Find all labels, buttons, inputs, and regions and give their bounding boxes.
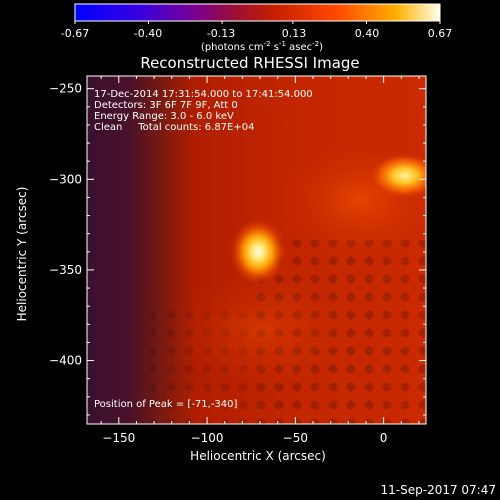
x-tick-label: −100	[191, 431, 224, 445]
colorbar-tick-label: 0.67	[428, 27, 453, 40]
y-tick-label: −250	[49, 82, 82, 96]
y-tick-label: −350	[49, 263, 82, 277]
y-tick-label: −300	[49, 172, 82, 186]
chart-title: Reconstructed RHESSI Image	[140, 54, 359, 72]
heatmap-sources	[229, 153, 426, 286]
annotation-detectors: Detectors: 3F 6F 7F 9F, Att 0	[94, 100, 238, 111]
colorbar-units: (photons cm-2 s-1 asec-2)	[201, 40, 323, 53]
x-tick-label: 0	[380, 431, 388, 445]
heatmap-image	[87, 76, 426, 424]
heatmap-glow-lower	[170, 270, 350, 390]
colorbar-tick-label: 0.40	[355, 27, 380, 40]
colorbar-gradient	[74, 3, 441, 22]
colorbar-tick-label: 0.13	[282, 27, 307, 40]
colorbar-tick-label: -0.67	[61, 27, 89, 40]
footer-timestamp: 11-Sep-2017 07:47	[381, 483, 496, 497]
y-tick-label: −400	[49, 354, 82, 368]
x-axis-label: Heliocentric X (arcsec)	[190, 449, 326, 463]
flare-source	[369, 153, 426, 199]
colorbar-tick-labels: -0.67 -0.40 -0.13 0.13 0.40 0.67	[61, 27, 452, 40]
annotation-clean: Clean Total counts: 6.87E+04	[94, 122, 254, 133]
x-axis: −150 −100 −50 0	[100, 76, 420, 445]
y-axis: −250 −300 −350 −400	[49, 82, 426, 416]
x-tick-label: −50	[283, 431, 308, 445]
colorbar-ticks	[74, 21, 441, 24]
plot-frame	[86, 75, 427, 425]
annotation-peak: Position of Peak = [-71,-340]	[94, 399, 238, 410]
colorbar-tick-label: -0.40	[134, 27, 162, 40]
annotation-time: 17-Dec-2014 17:31:54.000 to 17:41:54.000	[94, 89, 313, 100]
colorbar: -0.67 -0.40 -0.13 0.13 0.40 0.67 (photon…	[61, 3, 452, 53]
annotation-energy: Energy Range: 3.0 - 6.0 keV	[94, 111, 234, 122]
x-tick-label: −150	[102, 431, 135, 445]
flare-source	[229, 217, 288, 286]
colorbar-tick-label: -0.13	[207, 27, 235, 40]
annotations: 17-Dec-2014 17:31:54.000 to 17:41:54.000…	[94, 89, 313, 410]
y-axis-label: Heliocentric Y (arcsec)	[15, 187, 29, 322]
